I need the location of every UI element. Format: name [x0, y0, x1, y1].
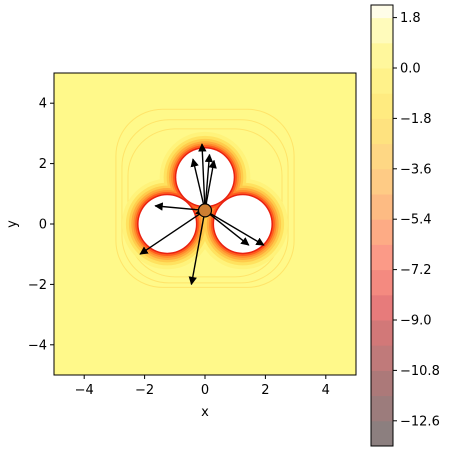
- colorbar-tick-label-2: −9.0: [400, 314, 432, 329]
- x-tick-label-0: −4: [75, 383, 94, 398]
- colorbar-band-11: [371, 143, 393, 170]
- particle-layer: [197, 203, 213, 218]
- quiver-arrow-8: [204, 209, 250, 246]
- colorbar-tick-label-8: 1.8: [400, 11, 421, 26]
- particle-marker: [197, 203, 213, 218]
- colorbar-band-5: [371, 294, 393, 321]
- colorbar-band-6: [371, 269, 393, 296]
- colorbar-band-8: [371, 219, 393, 245]
- colorbar-tick-label-7: 0.0: [400, 62, 421, 77]
- colorbar-tick-label-6: −1.8: [400, 112, 432, 127]
- x-tick-label-2: 0: [201, 383, 209, 398]
- colorbar-tick-label-3: −7.2: [400, 263, 432, 278]
- y-tick-label-0: −4: [28, 338, 47, 353]
- colorbar-band-3: [371, 345, 393, 371]
- colorbar-tick-label-1: −10.8: [400, 364, 440, 379]
- colorbar-frame: [370, 4, 394, 447]
- colorbar-tick-label-5: −3.6: [400, 162, 432, 177]
- lobe-empty-region-1: [138, 195, 196, 253]
- colorbar-band-7: [371, 244, 393, 271]
- y-axis-ticks: −4 −2 0 2 4: [28, 97, 54, 353]
- plot-area: [53, 72, 357, 376]
- y-axis-label: y: [5, 220, 20, 228]
- quiver-arrow-3: [190, 158, 206, 211]
- y-tick-label-3: 2: [39, 157, 47, 172]
- colorbar-band-1: [371, 395, 393, 422]
- contour-field: [115, 108, 295, 288]
- quiver-arrows: [139, 143, 265, 286]
- colorbar-band-16: [371, 17, 393, 44]
- y-tick-label-2: 0: [39, 218, 47, 233]
- x-axis-label: x: [201, 405, 209, 420]
- colorbar-band-4: [371, 320, 393, 346]
- colorbar-band-12: [371, 118, 393, 145]
- quiver-arrow-7: [188, 210, 206, 286]
- colorbar-bands: [371, 5, 393, 447]
- colorbar-ticks: −12.6 −10.8 −9.0 −7.2 −5.4 −3.6 −1.8 0.0 1.8: [393, 11, 440, 429]
- contour-line-1: [121, 119, 289, 284]
- colorbar: −12.6 −10.8 −9.0 −7.2 −5.4 −3.6 −1.8 0.0 1.8: [370, 4, 440, 447]
- x-tick-label-4: 4: [322, 383, 330, 398]
- contour-line-0: [115, 108, 295, 288]
- colorbar-band-0: [371, 420, 393, 447]
- x-tick-label-3: 2: [261, 383, 269, 398]
- colorbar-band-2: [371, 370, 393, 397]
- y-tick-label-4: 4: [39, 97, 47, 112]
- colorbar-tick-label-0: −12.6: [400, 414, 440, 429]
- quiver-arrow-9: [204, 209, 265, 246]
- colorbar-band-13: [371, 93, 393, 119]
- colorbar-band-17: [371, 5, 393, 19]
- colorbar-tick-label-4: −5.4: [400, 213, 432, 228]
- colorbar-band-14: [371, 68, 393, 94]
- x-tick-label-1: −2: [135, 383, 154, 398]
- colorbar-band-15: [371, 42, 393, 69]
- y-tick-label-1: −2: [28, 278, 47, 293]
- colorbar-band-10: [371, 168, 393, 195]
- colorbar-band-9: [371, 194, 393, 220]
- quiver-arrow-2: [204, 159, 217, 211]
- quiver-arrow-0: [198, 143, 207, 211]
- x-axis-ticks: −4 −2 0 2 4: [75, 375, 330, 398]
- quiver-arrow-6: [139, 209, 206, 255]
